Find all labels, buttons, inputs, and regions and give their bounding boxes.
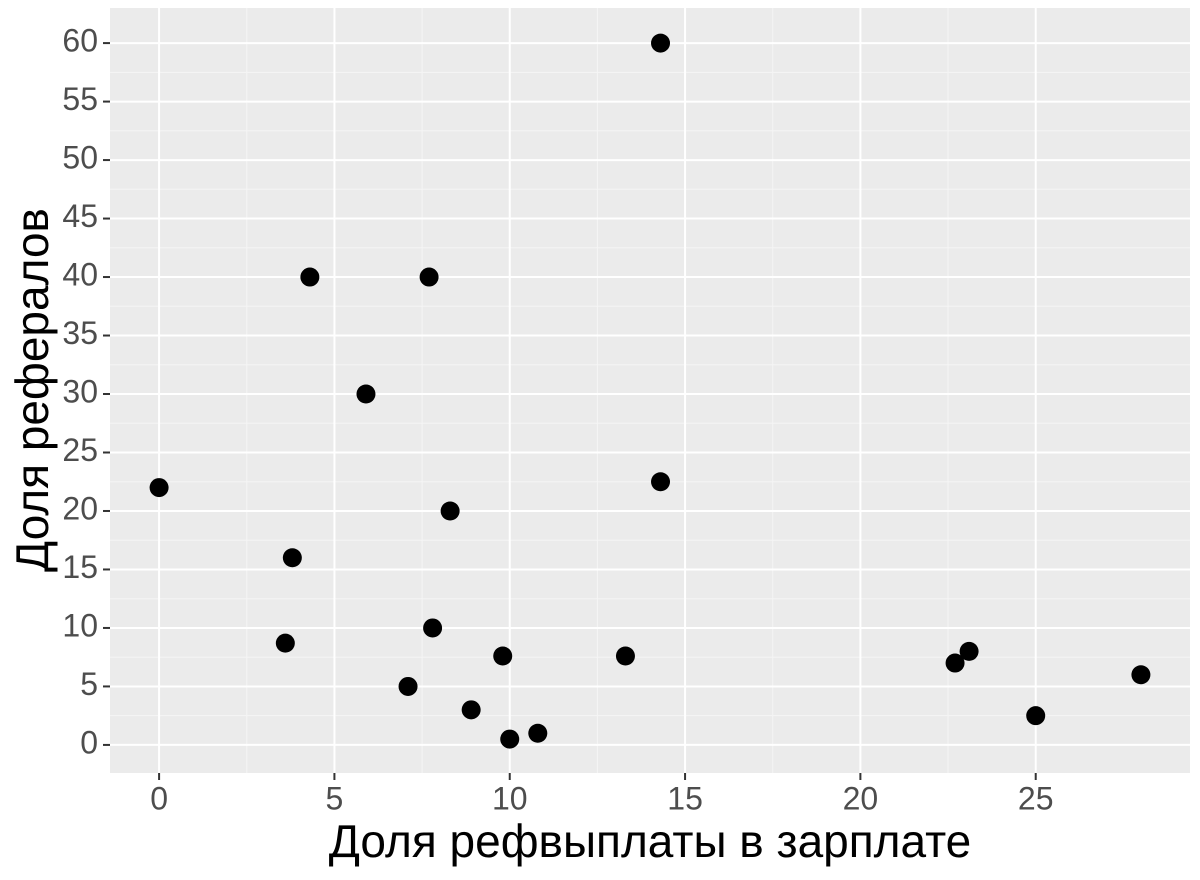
point	[300, 267, 320, 287]
point	[493, 646, 513, 666]
y-tick-label: 60	[62, 23, 98, 59]
point	[149, 478, 169, 498]
point	[275, 633, 295, 653]
point	[500, 729, 520, 749]
point	[440, 501, 460, 521]
point	[356, 384, 376, 404]
point	[398, 676, 418, 696]
y-tick-label: 20	[62, 490, 98, 526]
x-tick-label: 15	[667, 780, 703, 816]
point	[959, 641, 979, 661]
y-tick-label: 40	[62, 256, 98, 292]
y-tick-label: 30	[62, 373, 98, 409]
x-tick-label: 5	[326, 780, 344, 816]
y-tick-label: 15	[62, 549, 98, 585]
point	[423, 618, 443, 638]
y-axis-title: Доля рефералов	[6, 208, 58, 572]
point	[528, 723, 548, 743]
x-tick-label: 20	[843, 780, 879, 816]
y-tick-label: 35	[62, 315, 98, 351]
point	[651, 33, 671, 53]
point	[945, 653, 965, 673]
point	[1026, 706, 1046, 726]
y-tick-label: 10	[62, 607, 98, 643]
x-tick-label: 25	[1018, 780, 1054, 816]
point	[615, 646, 635, 666]
x-tick-label: 10	[492, 780, 528, 816]
point	[1131, 665, 1151, 685]
panel	[110, 8, 1190, 773]
y-tick-label: 55	[62, 81, 98, 117]
y-tick-label: 0	[80, 724, 98, 760]
y-tick-label: 50	[62, 140, 98, 176]
point	[282, 548, 302, 568]
y-tick-label: 45	[62, 198, 98, 234]
x-tick-label: 0	[150, 780, 168, 816]
point	[419, 267, 439, 287]
y-tick-label: 25	[62, 432, 98, 468]
point	[461, 700, 481, 720]
y-tick-label: 5	[80, 666, 98, 702]
x-axis-title: Доля рефвыплаты в зарплате	[329, 815, 971, 867]
point	[651, 472, 671, 492]
